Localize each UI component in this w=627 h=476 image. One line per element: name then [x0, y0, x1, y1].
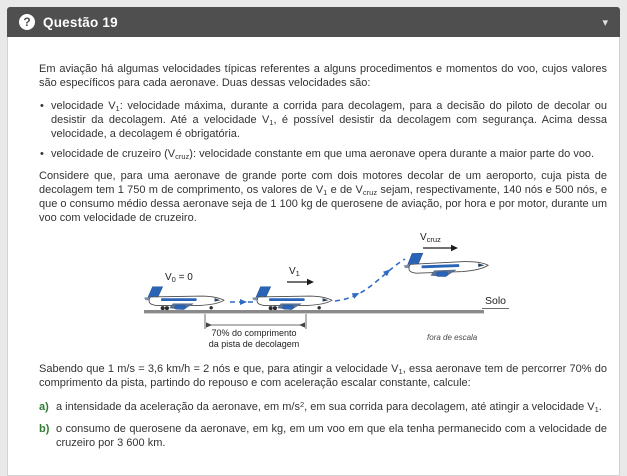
ground-solo-label: Solo	[482, 295, 510, 309]
list-item-vcruz: velocidade de cruzeiro (Vcruz): velocida…	[39, 148, 607, 162]
question-body: Em aviação há algumas velocidades típica…	[7, 37, 620, 476]
question-panel: ? Questão 19 ▾ Em aviação há algumas vel…	[7, 7, 620, 476]
question-items: a) a intensidade da aceleração da aerona…	[39, 399, 607, 451]
takeoff-diagram: V0 = 0 V1 Vcruz Solo 70% do comprimento …	[39, 231, 611, 353]
question-circle-icon: ?	[19, 14, 35, 30]
airplane-at-rest	[144, 286, 224, 309]
question-title: Questão 19	[43, 14, 118, 30]
considere-paragraph: Considere que, para uma aeronave de gran…	[39, 169, 608, 224]
ground-line	[144, 309, 484, 314]
item-a-letter: a)	[39, 400, 49, 413]
item-b: b) o consumo de querosene da aeronave, e…	[39, 423, 607, 451]
takeoff-diagram-figure	[144, 244, 489, 329]
trajectory-arrowheads	[240, 269, 391, 305]
v1-label: V1	[289, 265, 300, 278]
runway-70pct-caption: 70% do comprimento da pista de decolagem	[208, 327, 300, 349]
caret-down-icon[interactable]: ▾	[602, 16, 608, 29]
v1-arrowhead	[307, 278, 314, 285]
vcruz-arrowhead	[451, 244, 458, 251]
vcruz-label: Vcruz	[420, 231, 441, 244]
dimension-bracket	[204, 313, 307, 329]
sabendo-paragraph: Sabendo que 1 m/s = 3,6 km/h = 2 nós e q…	[39, 362, 607, 389]
airplane-at-v1	[252, 286, 332, 309]
item-a: a) a intensidade da aceleração da aerona…	[39, 399, 607, 415]
item-a-text: a intensidade da aceleração da aeronave,…	[56, 399, 602, 414]
intro-paragraph: Em aviação há algumas velocidades típica…	[39, 63, 607, 89]
item-b-letter: b)	[39, 422, 50, 435]
dimension-arrowheads	[206, 322, 305, 328]
item-b-text: o consumo de querosene da aeronave, em k…	[56, 422, 607, 449]
not-to-scale-note: fora de escala	[427, 332, 478, 342]
trajectory-dashed-line	[230, 258, 406, 303]
airplane-cruising	[402, 250, 489, 279]
v0-label: V0 = 0	[165, 271, 193, 284]
question-panel-header[interactable]: ? Questão 19 ▾	[7, 7, 620, 37]
list-item-v1: velocidade V1: velocidade máxima, durant…	[39, 100, 607, 142]
velocity-definitions-list: velocidade V1: velocidade máxima, durant…	[39, 100, 607, 162]
